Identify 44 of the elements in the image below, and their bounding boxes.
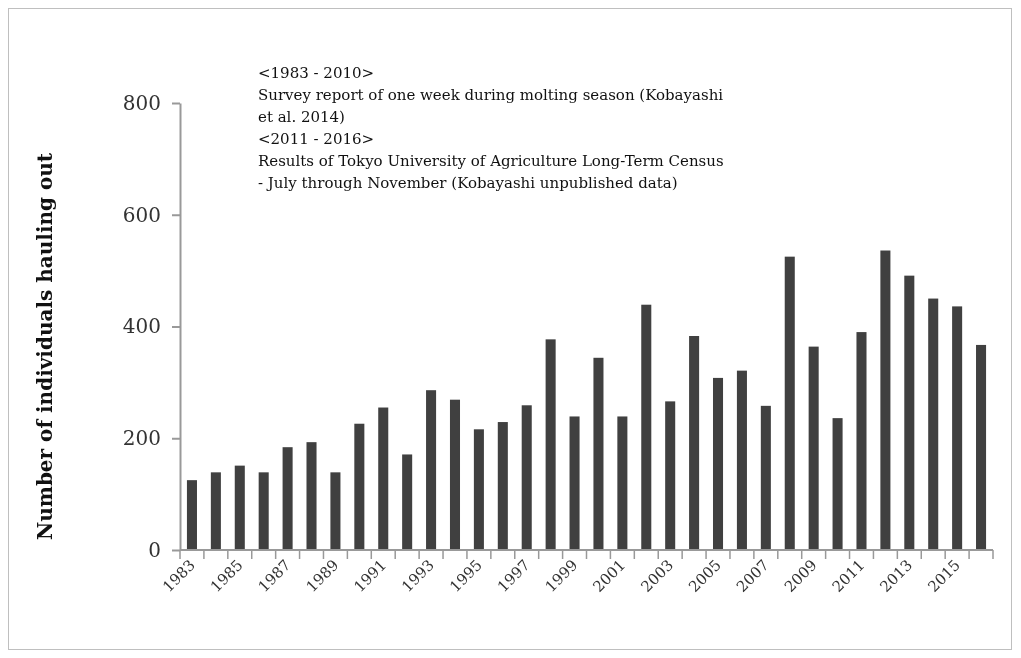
y-tick-label: 600 <box>122 202 161 227</box>
bar <box>641 304 652 550</box>
bar <box>234 465 245 550</box>
bar <box>880 250 891 550</box>
bar <box>784 256 795 550</box>
bar <box>330 472 341 550</box>
bar <box>832 418 843 550</box>
bar <box>186 480 197 550</box>
bar <box>952 306 963 550</box>
annotation: <2011 - 2016> <box>258 130 375 148</box>
bar <box>497 422 508 550</box>
bar <box>736 370 747 550</box>
bar <box>210 472 221 550</box>
bar <box>808 346 819 550</box>
text: <1983 - 2010> <box>258 64 375 82</box>
bar <box>449 399 461 550</box>
bar <box>689 336 700 550</box>
bar <box>354 423 365 550</box>
y-tick-label: 0 <box>148 537 161 562</box>
bar <box>521 405 532 550</box>
y-axis-title: Number of individuals hauling out <box>33 152 57 541</box>
bar <box>928 298 939 550</box>
bar <box>665 401 676 550</box>
bar <box>617 416 628 550</box>
y-tick-label: 200 <box>122 426 161 451</box>
bar <box>258 472 269 550</box>
bar <box>545 339 556 550</box>
y-tick-label: 400 <box>122 314 161 339</box>
bar <box>976 344 987 550</box>
bar <box>426 390 437 550</box>
annotation: Survey report of one week during molting season (Kobayashi et al. 2014) <box>258 86 724 126</box>
bar <box>402 454 413 550</box>
bar <box>569 416 580 550</box>
bar <box>378 407 389 550</box>
bar <box>473 429 484 550</box>
bar <box>856 332 867 550</box>
bar <box>593 357 604 550</box>
bar <box>904 275 915 550</box>
annotation: Results of Tokyo University of Agriculture Long-Term Census - July through November (Kobayashi unpublished data) <box>258 152 724 192</box>
bar <box>712 377 724 550</box>
bar <box>306 442 317 550</box>
bar <box>282 447 293 550</box>
bar <box>760 405 771 550</box>
y-tick-label: 800 <box>122 90 161 115</box>
